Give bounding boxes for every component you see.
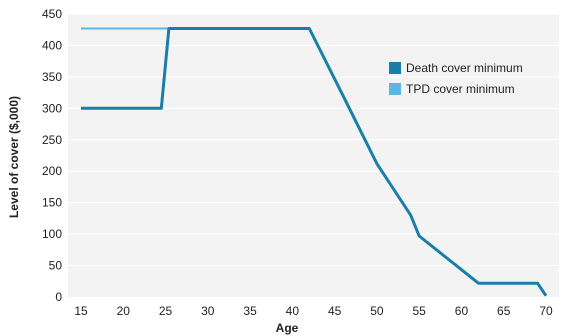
series-lines: [81, 27, 548, 297]
x-tick-label: 60: [455, 304, 469, 318]
y-tick-label: 200: [42, 164, 62, 178]
y-axis-ticks: 0 50 100 150 200 250 300 350 400 450: [42, 7, 62, 304]
y-tick-label: 0: [55, 290, 62, 304]
x-tick-label: 50: [370, 304, 384, 318]
x-tick-label: 30: [201, 304, 215, 318]
y-tick-label: 50: [49, 259, 63, 273]
y-tick-label: 250: [42, 133, 62, 147]
legend-swatch: [389, 62, 401, 74]
y-tick-label: 300: [42, 101, 62, 115]
legend-label: Death cover minimum: [406, 61, 523, 75]
x-tick-label: 25: [159, 304, 173, 318]
legend: Death cover minimum TPD cover minimum: [389, 61, 523, 96]
x-axis-ticks: 15 20 25 30 35 40 45 50 55 60 65 70: [74, 304, 553, 318]
x-tick-label: 45: [328, 304, 342, 318]
plot-area: [68, 14, 559, 297]
x-tick-label: 15: [74, 304, 88, 318]
x-tick-label: 20: [117, 304, 131, 318]
legend-label: TPD cover minimum: [406, 82, 515, 96]
y-tick-label: 150: [42, 196, 62, 210]
x-tick-label: 35: [243, 304, 257, 318]
x-tick-label: 40: [286, 304, 300, 318]
y-tick-label: 400: [42, 38, 62, 52]
series-line-death-cover-minimum: [81, 27, 548, 297]
y-tick-label: 450: [42, 7, 62, 21]
y-tick-label: 350: [42, 70, 62, 84]
y-tick-label: 100: [42, 227, 62, 241]
legend-swatch: [389, 83, 401, 95]
x-tick-label: 55: [413, 304, 427, 318]
y-axis-title: Level of cover ($,000): [7, 96, 21, 218]
x-tick-label: 65: [497, 304, 511, 318]
x-axis-title: Age: [276, 321, 299, 335]
x-tick-label: 70: [539, 304, 553, 318]
